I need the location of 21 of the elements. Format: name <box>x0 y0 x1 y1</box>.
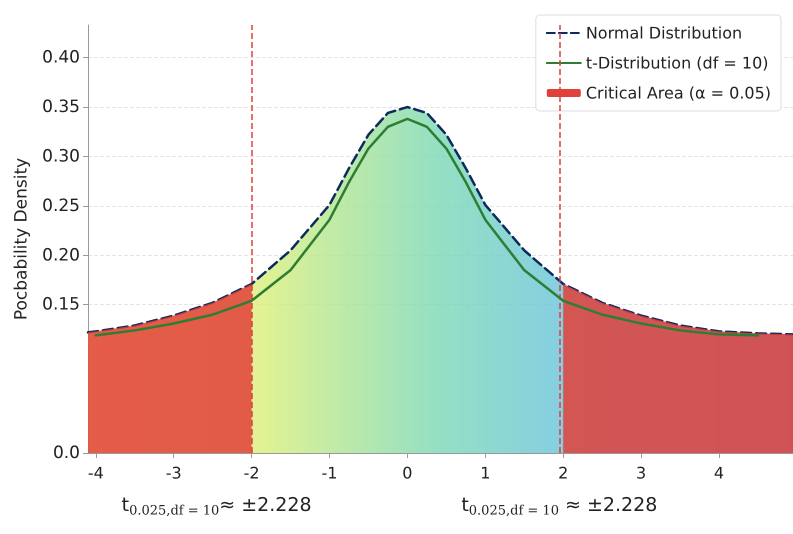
line-series <box>94 118 760 337</box>
x-tick-label: 4 <box>714 464 724 482</box>
y-tick-label: 0.30 <box>42 146 80 166</box>
x-tick-label: -2 <box>244 464 260 482</box>
y-tick-label: 0.35 <box>42 97 80 118</box>
y-tick-label: 0.15 <box>42 294 80 315</box>
x-tick-label: -3 <box>166 464 182 482</box>
y-tick-label: 0.20 <box>42 245 80 266</box>
y-tick-label: 0.25 <box>42 196 80 216</box>
y-tick-label: 0.40 <box>42 48 80 68</box>
x-tick-label: 1 <box>480 464 490 482</box>
legend-label: t-Distribution (df = 10) <box>586 54 768 72</box>
x-tick-label: -4 <box>88 464 104 482</box>
x-tick-label: 0 <box>402 464 412 482</box>
legend-label: Normal Distribution <box>586 24 742 42</box>
y-tick-label: 0.0 <box>52 443 80 463</box>
x-tick-label: -1 <box>322 464 338 482</box>
legend-label: Critical Area (α = 0.05) <box>586 84 771 102</box>
x-tick-label: 2 <box>558 464 568 482</box>
x-tick-label: 3 <box>636 464 646 482</box>
y-axis-title: Pocbability Density <box>12 158 32 320</box>
